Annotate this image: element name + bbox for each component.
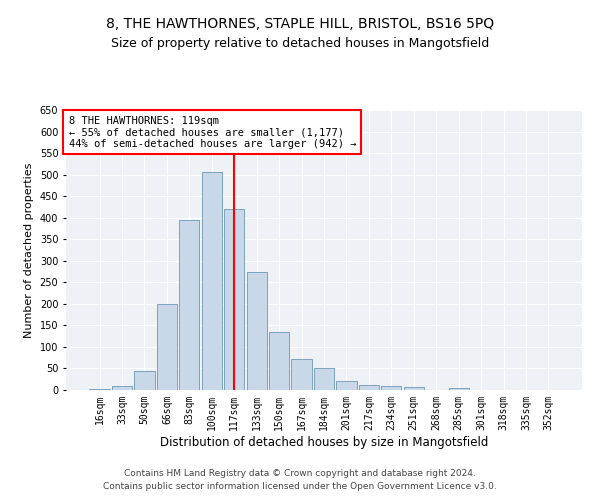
Bar	[314, 368, 334, 390]
Bar	[404, 387, 424, 390]
Bar	[269, 332, 289, 390]
Text: 8, THE HAWTHORNES, STAPLE HILL, BRISTOL, BS16 5PQ: 8, THE HAWTHORNES, STAPLE HILL, BRISTOL,…	[106, 18, 494, 32]
Bar	[112, 386, 132, 390]
Bar	[224, 209, 244, 390]
Bar	[134, 370, 155, 390]
Y-axis label: Number of detached properties: Number of detached properties	[24, 162, 34, 338]
Bar	[359, 385, 379, 390]
Bar	[247, 272, 267, 390]
Bar	[292, 358, 311, 390]
Text: Size of property relative to detached houses in Mangotsfield: Size of property relative to detached ho…	[111, 38, 489, 51]
Bar	[449, 388, 469, 390]
Text: Contains HM Land Registry data © Crown copyright and database right 2024.: Contains HM Land Registry data © Crown c…	[124, 468, 476, 477]
X-axis label: Distribution of detached houses by size in Mangotsfield: Distribution of detached houses by size …	[160, 436, 488, 448]
Text: Contains public sector information licensed under the Open Government Licence v3: Contains public sector information licen…	[103, 482, 497, 491]
Bar	[89, 388, 110, 390]
Bar	[202, 172, 222, 390]
Text: 8 THE HAWTHORNES: 119sqm
← 55% of detached houses are smaller (1,177)
44% of sem: 8 THE HAWTHORNES: 119sqm ← 55% of detach…	[68, 116, 356, 149]
Bar	[157, 304, 177, 390]
Bar	[179, 220, 199, 390]
Bar	[381, 386, 401, 390]
Bar	[337, 382, 356, 390]
